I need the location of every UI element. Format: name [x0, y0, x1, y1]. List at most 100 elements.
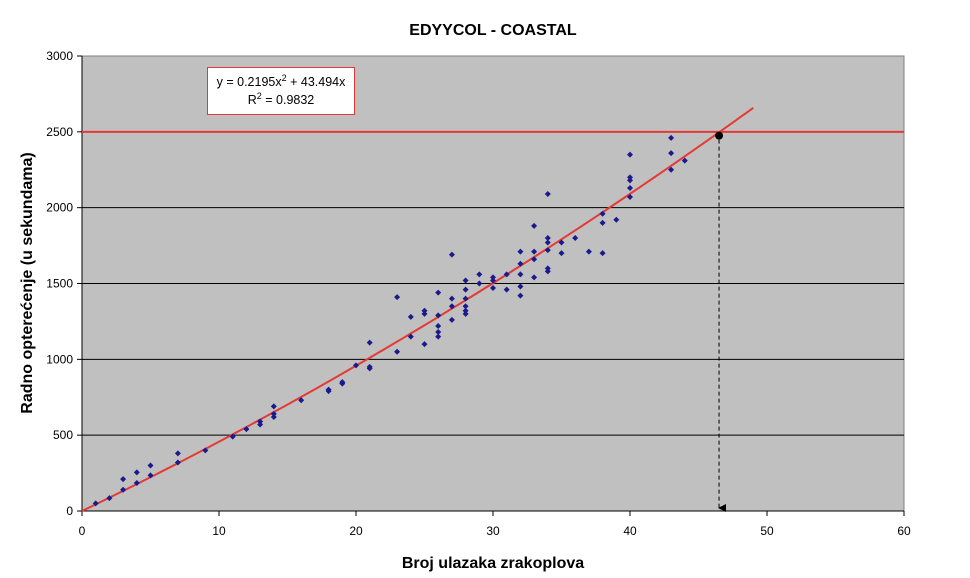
data-points	[92, 131, 724, 507]
data-point	[627, 184, 633, 191]
data-point	[257, 418, 264, 425]
data-point	[544, 239, 551, 246]
data-point	[366, 339, 373, 346]
tick-labels: 0 500 1000 1500 2000 2500 3000 0 10 20 30 40 50 60	[46, 49, 911, 538]
data-point	[517, 248, 524, 255]
data-point	[229, 433, 236, 440]
data-point	[627, 151, 633, 158]
data-point	[599, 250, 606, 257]
data-point	[448, 251, 455, 258]
y-tick-label: 2500	[46, 125, 73, 139]
equation-text: y = 0.2195x2 + 43.494x	[216, 73, 346, 90]
data-point	[147, 462, 154, 469]
data-point	[531, 248, 538, 255]
data-point	[243, 426, 250, 433]
data-point	[394, 294, 401, 301]
data-point	[421, 310, 428, 317]
data-point	[544, 268, 551, 275]
data-point	[681, 157, 688, 164]
data-point	[668, 134, 675, 141]
data-point	[558, 250, 565, 257]
data-point	[462, 295, 469, 302]
data-point	[462, 307, 469, 314]
data-point	[435, 329, 442, 336]
data-point	[476, 280, 483, 287]
data-point	[435, 322, 442, 329]
data-point	[490, 277, 496, 284]
data-point	[517, 260, 524, 267]
data-point	[627, 177, 633, 184]
data-point	[298, 397, 305, 404]
x-axis-label: Broj ulazaka zrakoplova	[401, 555, 585, 572]
data-point	[448, 316, 455, 323]
y-tick-label: 1000	[46, 352, 73, 366]
data-point	[174, 459, 181, 466]
data-point	[517, 292, 524, 299]
intersection-marker	[715, 131, 724, 140]
data-point	[174, 450, 181, 457]
data-point	[462, 303, 469, 310]
data-point	[503, 271, 510, 278]
data-point	[435, 312, 442, 319]
x-tick-label: 50	[760, 524, 774, 538]
data-point	[517, 283, 524, 290]
data-point	[627, 174, 633, 181]
data-point	[448, 295, 455, 302]
data-point	[257, 421, 264, 428]
data-point	[476, 271, 483, 278]
data-point	[133, 469, 140, 476]
data-point	[585, 248, 592, 255]
data-point	[544, 191, 551, 198]
data-point	[572, 235, 579, 241]
data-point	[544, 235, 551, 241]
data-point	[531, 256, 538, 263]
data-point	[599, 219, 606, 226]
data-point	[668, 150, 675, 157]
data-point	[435, 289, 442, 296]
y-tick-label: 0	[66, 504, 73, 518]
data-point	[462, 310, 469, 317]
threshold-overlay	[81, 107, 904, 512]
data-point	[407, 333, 414, 340]
data-point	[544, 247, 551, 254]
y-tick-label: 1500	[46, 277, 73, 291]
x-tick-label: 0	[79, 524, 86, 538]
data-point	[92, 500, 99, 507]
data-point	[147, 472, 154, 479]
data-point	[270, 403, 277, 410]
equation-box: y = 0.2195x2 + 43.494x R2 = 0.9832	[207, 67, 355, 115]
data-point	[448, 303, 455, 310]
x-tick-label: 10	[212, 524, 226, 538]
chart-title: EDYYCOL - COASTAL	[409, 22, 577, 39]
data-point	[544, 265, 551, 272]
data-point	[120, 486, 127, 493]
y-tick-label: 3000	[46, 49, 73, 63]
x-tick-label: 40	[623, 524, 637, 538]
data-point	[202, 447, 209, 454]
r-squared-text: R2 = 0.9832	[247, 91, 315, 108]
trendline	[81, 107, 754, 512]
y-tick-label: 2000	[46, 201, 73, 215]
data-point	[120, 476, 127, 483]
data-point	[339, 379, 346, 386]
y-tick-label: 500	[53, 428, 73, 442]
data-point	[627, 194, 633, 201]
data-point	[531, 222, 538, 229]
x-tick-label: 30	[486, 524, 500, 538]
data-point	[503, 286, 510, 293]
data-point	[366, 363, 373, 370]
data-point	[325, 386, 332, 393]
data-point	[407, 313, 414, 320]
data-point	[133, 479, 140, 486]
x-tick-label: 60	[897, 524, 911, 538]
data-point	[421, 341, 428, 348]
data-point	[462, 277, 469, 284]
data-point	[421, 307, 428, 314]
data-point	[270, 410, 277, 417]
data-point	[435, 333, 442, 340]
data-point	[599, 210, 606, 217]
data-point	[668, 166, 675, 173]
data-point	[517, 271, 524, 278]
data-point	[353, 362, 359, 369]
